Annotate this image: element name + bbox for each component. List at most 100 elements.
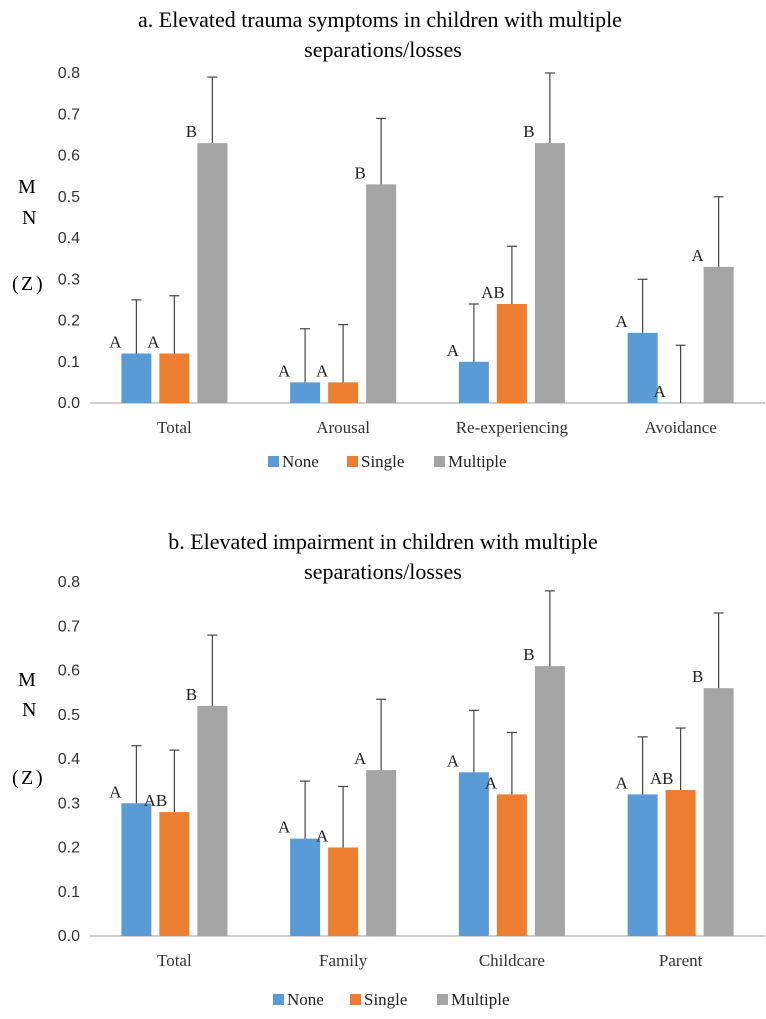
bar-multiple bbox=[534, 143, 565, 403]
chart-b-y-label-char: Z bbox=[21, 767, 33, 789]
y-tick-label: 0.8 bbox=[58, 65, 80, 82]
significance-letter: AB bbox=[650, 769, 674, 788]
significance-letter: B bbox=[523, 122, 534, 141]
category-label: Total bbox=[157, 418, 192, 437]
chart-a-y-label-char: N bbox=[22, 207, 36, 229]
significance-letter: A bbox=[691, 246, 704, 265]
significance-letter: AB bbox=[481, 283, 505, 302]
significance-letter: B bbox=[186, 685, 197, 704]
legend-label: None bbox=[282, 452, 319, 471]
legend-swatch-multiple bbox=[437, 994, 448, 1005]
chart-a-y-axis-label: M N ( Z ) bbox=[12, 176, 43, 295]
significance-letter: A bbox=[485, 773, 498, 792]
legend-swatch-single bbox=[347, 456, 358, 467]
legend-label: Multiple bbox=[451, 990, 510, 1009]
bar-multiple bbox=[366, 184, 397, 403]
y-tick-label: 0.8 bbox=[58, 574, 80, 591]
bar-multiple bbox=[534, 666, 565, 936]
bar-multiple bbox=[197, 143, 228, 403]
significance-letter: B bbox=[523, 645, 534, 664]
chart-a-y-label-char: M bbox=[18, 176, 36, 198]
y-tick-label: 0.5 bbox=[58, 189, 80, 206]
significance-letter: A bbox=[278, 818, 291, 837]
significance-letter: A bbox=[354, 749, 367, 768]
legend-swatch-none bbox=[273, 994, 284, 1005]
category-label: Re-experiencing bbox=[456, 418, 569, 437]
legend-label: Single bbox=[361, 452, 404, 471]
bar-none bbox=[627, 332, 658, 403]
bar-single bbox=[328, 847, 359, 936]
category-label: Parent bbox=[659, 951, 703, 970]
legend-swatch-none bbox=[268, 456, 279, 467]
chart-b-y-label-char: ( bbox=[12, 767, 19, 789]
significance-letter: A bbox=[109, 782, 122, 801]
significance-letter: A bbox=[316, 361, 329, 380]
significance-letter: A bbox=[653, 382, 666, 401]
significance-letter: A bbox=[615, 312, 628, 331]
y-tick-label: 0.3 bbox=[58, 271, 80, 288]
bar-none bbox=[458, 361, 489, 403]
legend-swatch-single bbox=[350, 994, 361, 1005]
significance-letter: A bbox=[447, 751, 460, 770]
chart-a-y-label-char: ) bbox=[36, 273, 43, 295]
bar-single bbox=[665, 789, 696, 936]
chart-b-y-axis-label: M N ( Z ) bbox=[12, 669, 43, 789]
significance-letter: A bbox=[278, 361, 291, 380]
chart-b-title-line-1: b. Elevated impairment in children with … bbox=[168, 529, 598, 554]
y-tick-label: 0.7 bbox=[58, 618, 80, 635]
chart-b-y-label-char: N bbox=[22, 699, 36, 721]
y-tick-label: 0.0 bbox=[58, 395, 80, 412]
legend-label: Multiple bbox=[448, 452, 507, 471]
bar-none bbox=[458, 772, 489, 936]
significance-letter: A bbox=[147, 333, 160, 352]
bar-single bbox=[496, 794, 527, 936]
chart-a-y-label-char: ( bbox=[12, 273, 19, 295]
significance-letter: B bbox=[354, 163, 365, 182]
bar-multiple bbox=[197, 705, 228, 936]
chart-a-title-line-1: a. Elevated trauma symptoms in children … bbox=[138, 7, 622, 32]
y-tick-label: 0.7 bbox=[58, 106, 80, 123]
y-tick-label: 0.6 bbox=[58, 148, 80, 165]
legend-label: Single bbox=[364, 990, 407, 1009]
y-tick-label: 0.6 bbox=[58, 663, 80, 680]
significance-letter: A bbox=[447, 341, 460, 360]
y-tick-label: 0.4 bbox=[58, 230, 80, 247]
y-tick-label: 0.5 bbox=[58, 707, 80, 724]
bar-multiple bbox=[366, 770, 397, 936]
bar-single bbox=[159, 812, 190, 936]
bar-none bbox=[290, 838, 321, 936]
bar-none bbox=[627, 794, 658, 936]
y-tick-label: 0.1 bbox=[58, 354, 80, 371]
category-label: Total bbox=[157, 951, 192, 970]
category-label: Arousal bbox=[316, 418, 370, 437]
chart-b-y-label-char: M bbox=[18, 669, 36, 691]
bar-multiple bbox=[703, 266, 734, 403]
y-tick-label: 0.2 bbox=[58, 840, 80, 857]
bar-single bbox=[496, 304, 527, 403]
legend-swatch-multiple bbox=[434, 456, 445, 467]
chart-a-y-label-char: Z bbox=[21, 273, 33, 295]
y-tick-label: 0.3 bbox=[58, 795, 80, 812]
significance-letter: A bbox=[316, 827, 329, 846]
chart-b-y-label-char: ) bbox=[36, 767, 43, 789]
category-label: Childcare bbox=[479, 951, 545, 970]
y-tick-label: 0.2 bbox=[58, 313, 80, 330]
chart-a-title-line-2: separations/losses bbox=[304, 37, 462, 62]
y-tick-label: 0.0 bbox=[58, 928, 80, 945]
significance-letter: B bbox=[186, 122, 197, 141]
category-label: Family bbox=[319, 951, 368, 970]
significance-letter: AB bbox=[144, 791, 168, 810]
bar-none bbox=[290, 382, 321, 403]
chart-b: b. Elevated impairment in children with … bbox=[12, 529, 765, 1009]
chart-a: a. Elevated trauma symptoms in children … bbox=[12, 7, 765, 471]
category-label: Avoidance bbox=[644, 418, 716, 437]
bar-none bbox=[121, 353, 152, 403]
bar-none bbox=[121, 803, 152, 936]
bar-single bbox=[328, 382, 359, 403]
bar-multiple bbox=[703, 688, 734, 936]
y-tick-label: 0.1 bbox=[58, 884, 80, 901]
bar-single bbox=[159, 353, 190, 403]
